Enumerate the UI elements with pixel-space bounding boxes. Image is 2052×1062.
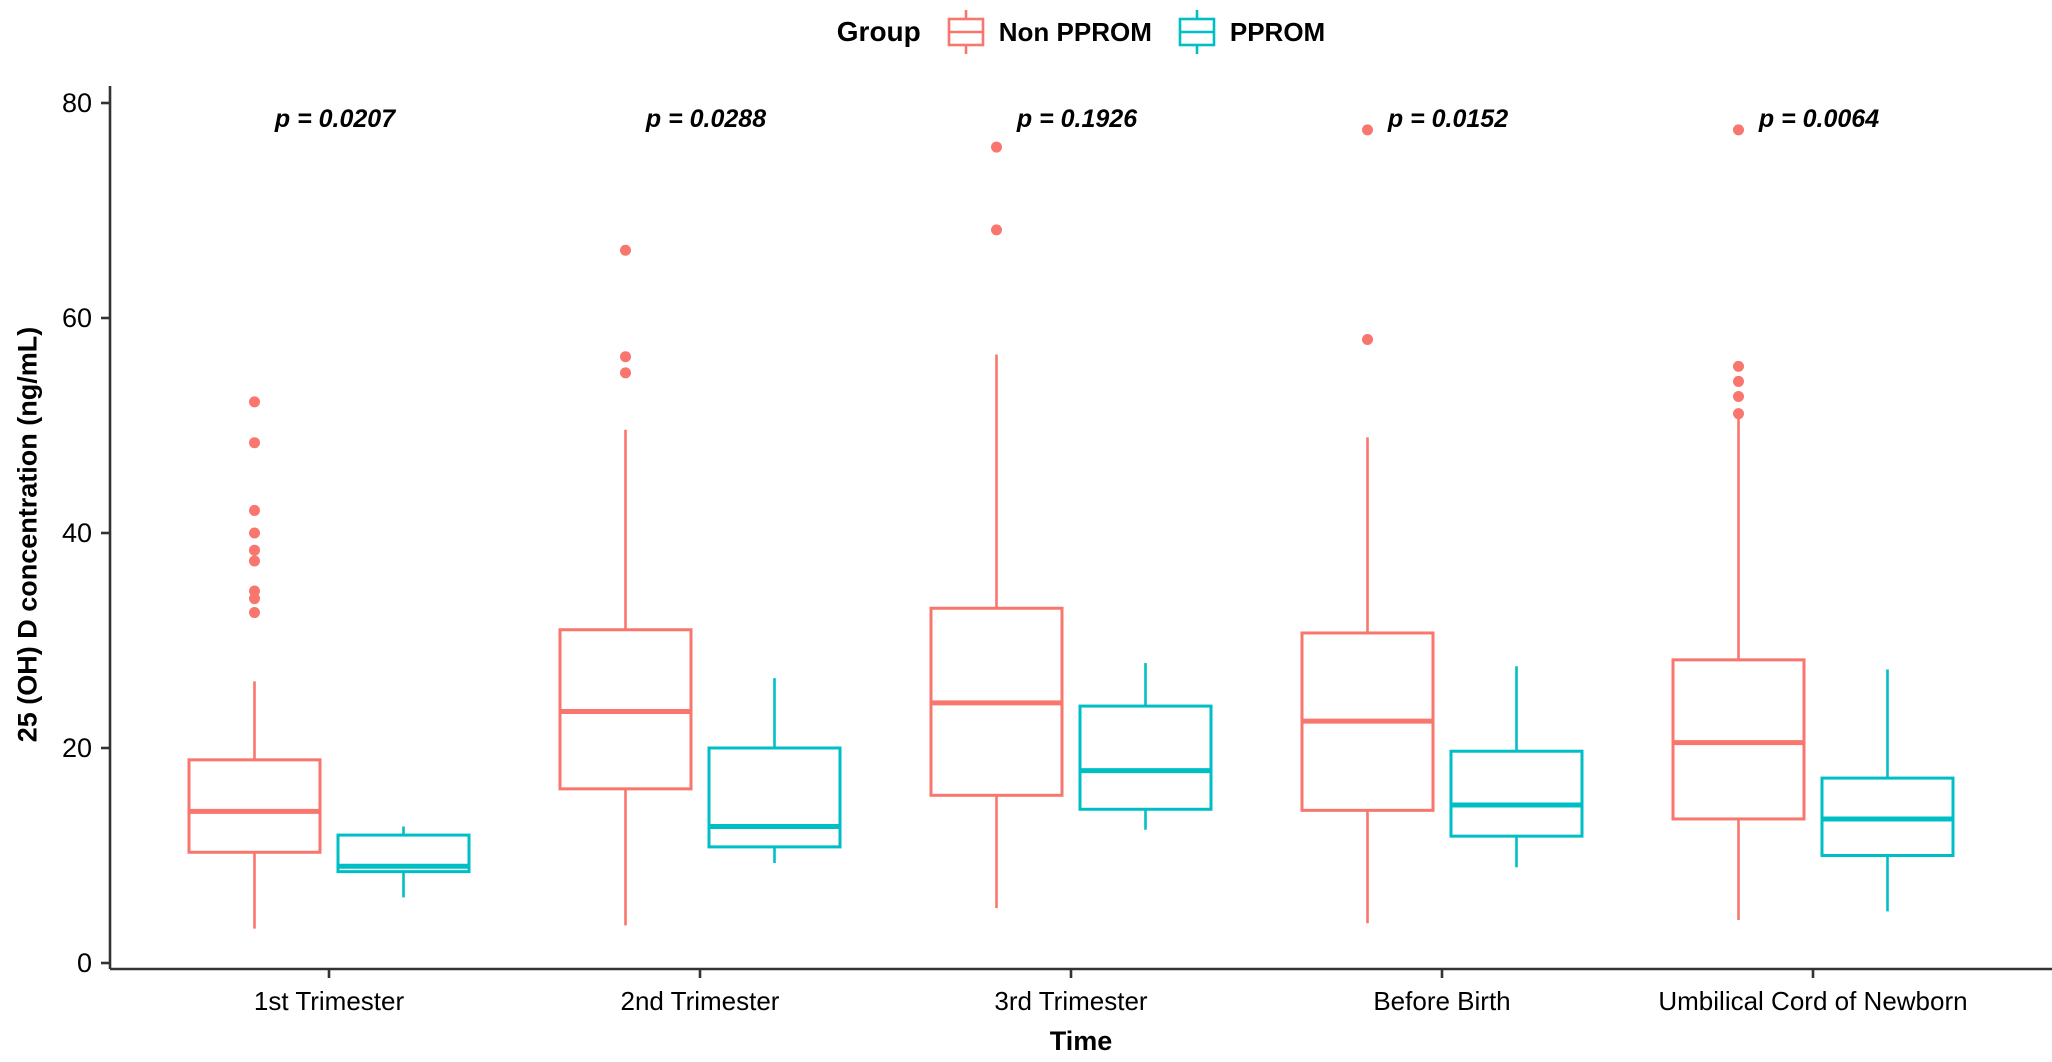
legend-label-pprom: PPROM bbox=[1229, 16, 1326, 47]
y-tick-label: 60 bbox=[62, 303, 92, 333]
non-pprom-outlier-point bbox=[249, 593, 260, 605]
non-pprom-outlier-point bbox=[1733, 124, 1744, 136]
non-pprom-outlier-point bbox=[1362, 124, 1373, 136]
non-pprom-box bbox=[187, 758, 322, 854]
non-pprom-outlier-point bbox=[1733, 390, 1744, 402]
non-pprom-outlier-point bbox=[249, 437, 260, 449]
pprom-box bbox=[707, 746, 842, 849]
non-pprom-outlier-point bbox=[249, 504, 260, 516]
non-pprom-outlier-point bbox=[249, 555, 260, 567]
non-pprom-outlier-point bbox=[620, 367, 631, 379]
non-pprom-outlier-point bbox=[249, 607, 260, 619]
p-value-label: p = 0.0207 bbox=[274, 105, 396, 133]
boxplot-key-icon bbox=[1178, 10, 1216, 54]
legend-item-non-pprom: Non PPROM bbox=[943, 8, 1152, 56]
x-axis-title: Time bbox=[1049, 1026, 1113, 1056]
p-value-label: p = 0.1926 bbox=[1016, 105, 1138, 133]
non-pprom-outlier-point bbox=[1733, 375, 1744, 387]
non-pprom-outlier-point bbox=[620, 244, 631, 256]
y-tick-label: 80 bbox=[62, 88, 92, 118]
x-tick-label: 2nd Trimester bbox=[621, 986, 780, 1016]
boxplot-key-icon bbox=[947, 10, 985, 54]
legend-title: Group bbox=[836, 16, 921, 47]
y-tick-label: 40 bbox=[62, 518, 92, 548]
non-pprom-outlier-point bbox=[620, 351, 631, 363]
y-tick-label: 20 bbox=[62, 733, 92, 763]
x-tick-label: Before Birth bbox=[1373, 986, 1510, 1016]
x-tick-label: Umbilical Cord of Newborn bbox=[1658, 986, 1967, 1016]
p-value-label: p = 0.0064 bbox=[1758, 105, 1879, 133]
x-tick-label: 1st Trimester bbox=[254, 986, 405, 1016]
non-pprom-box bbox=[1671, 658, 1806, 821]
y-axis-title: 25 (OH) D concentration (ng/mL) bbox=[12, 326, 43, 743]
non-pprom-outlier-point bbox=[249, 527, 260, 539]
pprom-box bbox=[1078, 704, 1213, 811]
x-tick-label: 3rd Trimester bbox=[994, 986, 1147, 1016]
p-value-label: p = 0.0152 bbox=[1387, 105, 1508, 133]
legend: Group Non PPROM PPROM bbox=[110, 8, 2052, 56]
legend-item-pprom: PPROM bbox=[1174, 8, 1325, 56]
non-pprom-outlier-point bbox=[1362, 334, 1373, 345]
y-tick-label: 0 bbox=[77, 948, 92, 978]
non-pprom-outlier-point bbox=[249, 585, 260, 597]
non-pprom-outlier-point bbox=[249, 396, 260, 408]
non-pprom-outlier-point bbox=[991, 141, 1002, 153]
non-pprom-outlier-point bbox=[1733, 360, 1744, 372]
non-pprom-outlier-point bbox=[249, 544, 260, 556]
pprom-box bbox=[1449, 749, 1584, 838]
non-pprom-outlier-point bbox=[991, 224, 1002, 236]
p-value-label: p = 0.0288 bbox=[645, 105, 766, 133]
non-pprom-outlier-point bbox=[1733, 408, 1744, 420]
legend-label-non-pprom: Non PPROM bbox=[998, 16, 1152, 47]
